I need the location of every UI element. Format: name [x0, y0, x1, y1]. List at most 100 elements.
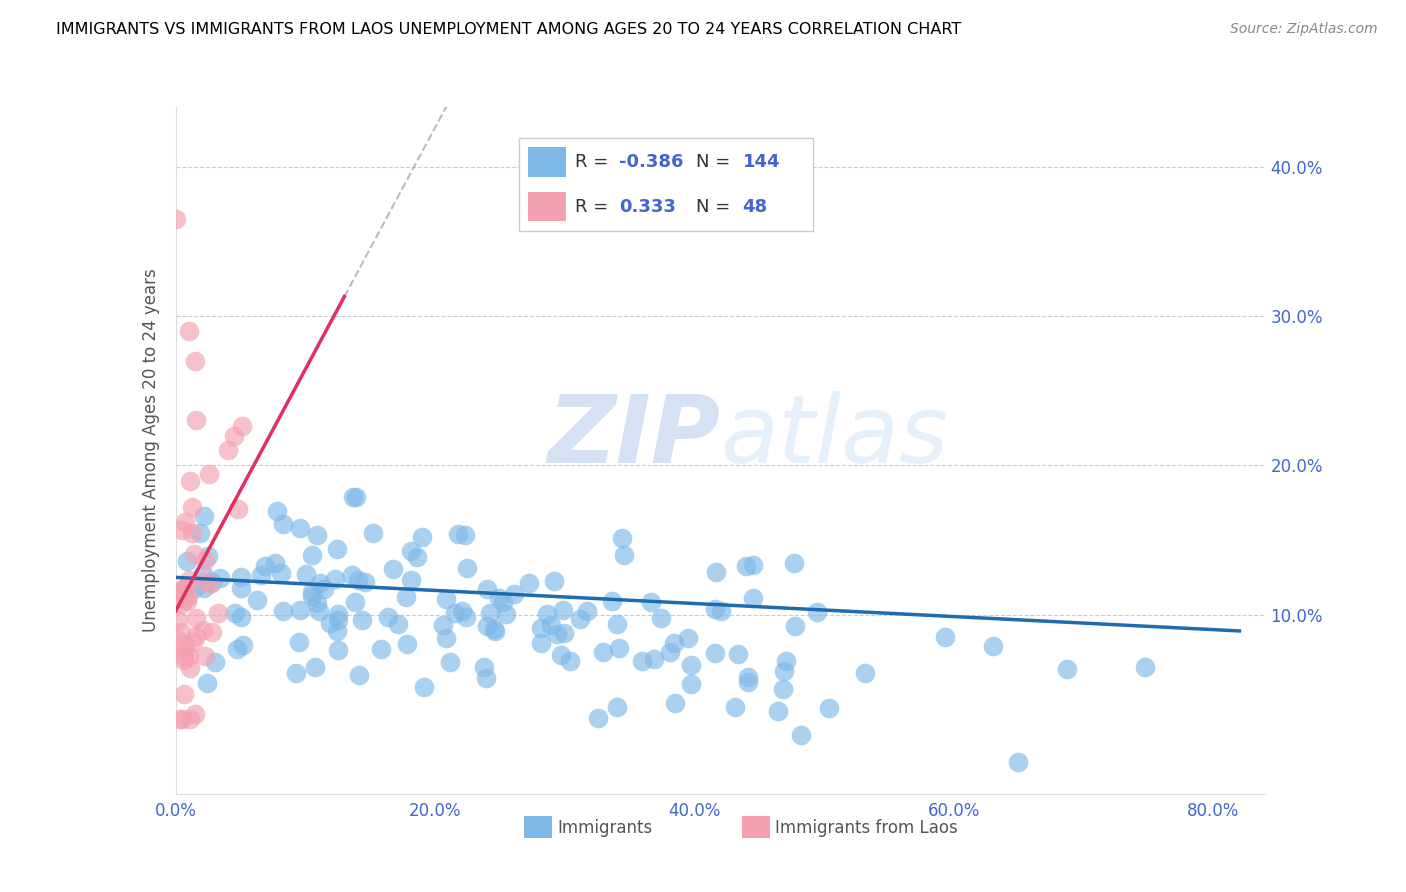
Point [405, 549, 427, 564]
Point [170, 586, 193, 600]
Point [176, 554, 198, 568]
Point [186, 611, 208, 625]
Point [326, 642, 349, 657]
Point [305, 528, 328, 542]
Point [606, 616, 628, 631]
Point [1133, 660, 1156, 674]
Point [1007, 755, 1029, 769]
Y-axis label: Unemployment Among Ages 20 to 24 years: Unemployment Among Ages 20 to 24 years [142, 268, 160, 632]
Point [853, 665, 876, 680]
Point [502, 587, 524, 601]
Point [475, 619, 498, 633]
Point [254, 558, 277, 573]
Point [817, 700, 839, 714]
Point [301, 585, 323, 599]
Point [167, 613, 190, 627]
Point [737, 670, 759, 684]
Point [664, 696, 686, 710]
Point [659, 645, 682, 659]
Point [382, 562, 405, 576]
Point [184, 706, 207, 721]
Point [488, 591, 510, 606]
Text: Immigrants: Immigrants [557, 819, 652, 837]
Point [432, 617, 454, 632]
Point [307, 596, 329, 610]
Point [176, 594, 198, 608]
Point [454, 527, 477, 541]
Point [173, 687, 195, 701]
Point [314, 582, 336, 596]
Point [766, 704, 789, 718]
Point [204, 655, 226, 669]
Text: atlas: atlas [721, 392, 949, 483]
Point [354, 575, 377, 590]
Point [349, 668, 371, 682]
Point [193, 624, 215, 638]
Point [193, 582, 215, 596]
Text: ZIP: ZIP [548, 391, 721, 483]
Point [773, 664, 796, 678]
Point [194, 553, 217, 567]
Point [396, 637, 419, 651]
Point [347, 573, 370, 587]
Point [586, 711, 609, 725]
Text: N =: N = [696, 197, 735, 216]
Point [676, 632, 699, 646]
Point [173, 592, 195, 607]
Point [741, 558, 763, 572]
Point [172, 712, 194, 726]
Point [184, 581, 207, 595]
Point [610, 531, 633, 545]
Point [194, 649, 217, 664]
Point [200, 577, 222, 591]
Point [704, 646, 727, 660]
Point [226, 641, 249, 656]
Point [540, 618, 562, 632]
Point [387, 616, 409, 631]
Point [207, 606, 229, 620]
Point [288, 635, 311, 649]
Point [167, 633, 190, 648]
Point [201, 574, 224, 589]
Point [271, 604, 294, 618]
Point [217, 443, 239, 458]
Point [301, 549, 323, 563]
Text: 144: 144 [742, 153, 780, 171]
Point [304, 660, 326, 674]
Point [173, 581, 195, 595]
Point [224, 606, 246, 620]
FancyBboxPatch shape [519, 138, 813, 231]
Point [553, 626, 575, 640]
Point [783, 556, 806, 570]
Point [370, 642, 392, 657]
Point [188, 525, 211, 540]
Point [173, 653, 195, 667]
Point [492, 595, 515, 609]
Point [179, 475, 201, 489]
Point [342, 568, 364, 582]
Point [703, 602, 725, 616]
Point [575, 604, 598, 618]
Point [350, 613, 373, 627]
Point [474, 660, 496, 674]
Point [170, 597, 193, 611]
Point [174, 516, 197, 530]
Point [742, 591, 765, 606]
Point [704, 566, 727, 580]
Point [377, 609, 399, 624]
Point [650, 611, 672, 625]
Point [193, 509, 215, 524]
Point [226, 502, 249, 516]
Point [246, 593, 269, 607]
Bar [527, 147, 567, 177]
Text: -0.386: -0.386 [619, 153, 683, 171]
Point [229, 570, 252, 584]
Point [530, 636, 553, 650]
Point [546, 627, 568, 641]
Point [285, 666, 308, 681]
Point [165, 212, 187, 227]
Point [479, 607, 502, 621]
Point [177, 589, 200, 603]
Point [600, 593, 623, 607]
Point [295, 566, 318, 581]
